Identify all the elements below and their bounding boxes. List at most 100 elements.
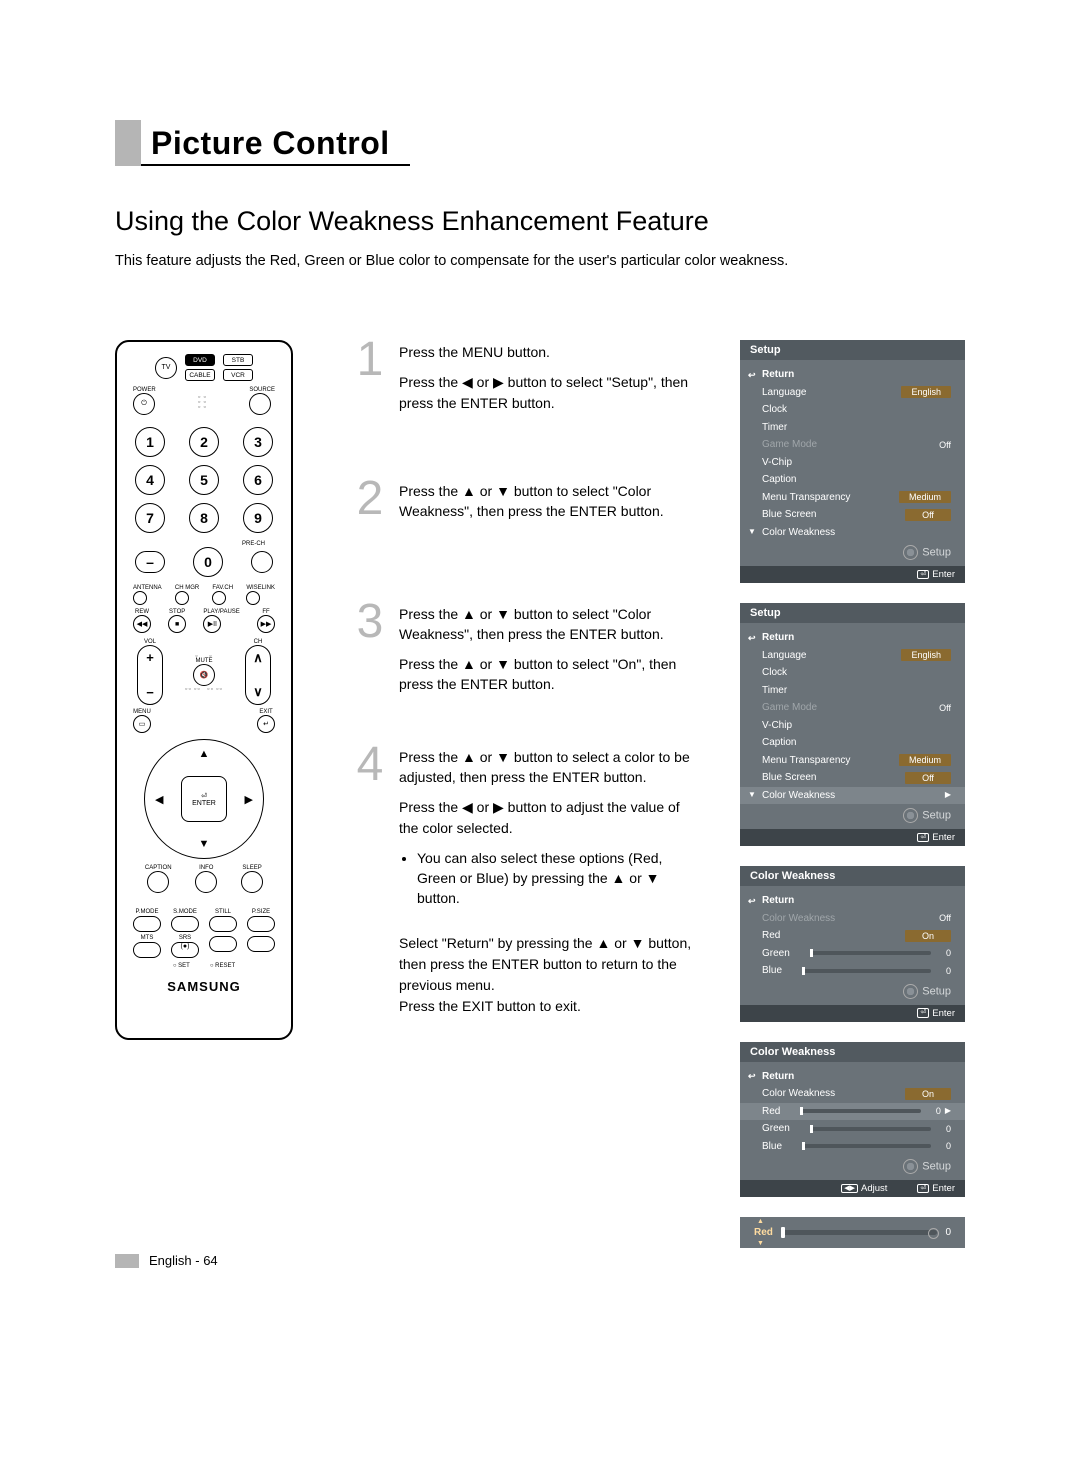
remote-control-diagram: TV DVD STB CABLE VCR POWER [115,340,293,1040]
step-text: Press the ◀ or ▶ button to select "Setup… [399,372,692,413]
remote-play-label: PLAY/PAUSE [203,609,239,615]
osd-item: Timer [740,419,965,437]
remote-stop-button: ■ [168,615,186,633]
osd-item: ▼Color Weakness [740,524,965,542]
osd-item: V-Chip [740,717,965,735]
osd-item: Menu TransparencyMedium [740,752,965,770]
osd-return-row: ↩Return [740,1068,965,1086]
osd-item: Red0▶ [740,1103,965,1121]
osd-item: LanguageEnglish [740,647,965,665]
remote-exit-label: EXIT [257,709,275,715]
remote-wiselink-button [246,591,260,605]
remote-ff-label: FF [257,609,275,615]
remote-source-button [249,393,271,415]
step-number: 2 [353,479,387,520]
remote-sleep-button [241,871,263,893]
step-text: Press the ▲ or ▼ button to select "Color… [399,481,692,522]
step-number: 1 [353,340,387,381]
remote-power-button: ⏻ [133,393,155,415]
remote-smode-label: S.MODE [171,909,199,915]
remote-pmode-button [133,916,161,932]
step-text: Press the MENU button. [399,342,692,362]
remote-smode-button [171,916,199,932]
remote-blank-button-1 [209,936,237,952]
step-text: Press the ◀ or ▶ button to adjust the va… [399,797,692,838]
remote-exit-button: ↵ [257,715,275,733]
intro-text: This feature adjusts the Red, Green or B… [115,251,965,272]
osd-setup-watermark: Setup [740,541,965,566]
osd-setup-watermark: Setup [740,1155,965,1180]
remote-favch-button [212,591,226,605]
remote-still-button [209,916,237,932]
osd-menu: Setup↩ReturnLanguageEnglishClockTimerGam… [740,340,965,583]
remote-num-0: 0 [193,547,223,577]
osd-item: Blue ScreenOff [740,506,965,524]
remote-psize-button [247,916,275,932]
osd-menu: Color Weakness ↩ReturnColor WeaknessOffRe… [740,866,965,1022]
remote-wiselink-label: WISELINK [246,585,275,591]
osd-item: Game ModeOff [740,436,965,454]
remote-num-7: 7 [135,503,165,533]
footer-gray-bar [115,1254,139,1268]
osd-return-row: ↩Return [740,629,965,647]
osd-item: Green0 [740,945,965,963]
remote-ch-rocker: ∧∨ [245,645,271,705]
osd-item: Color WeaknessOn [740,1085,965,1103]
remote-dash-button: – [135,551,165,573]
step-1: 1 Press the MENU button. Press the ◀ or ▶ … [353,340,692,423]
page-number: English - 64 [149,1253,218,1268]
remote-caption-label: CAPTION [145,865,172,871]
osd-return-row: ↩Return [740,892,965,910]
remote-center-dots2: ○○ ○○ ○○ ○○ [185,686,223,691]
osd-item: Game ModeOff [740,699,965,717]
osd-header: Setup [740,603,965,623]
remote-mute-label: MUTE [185,658,223,664]
remote-set-label: ○ SET [173,963,190,969]
remote-src-stb: STB [223,354,253,366]
remote-chmgr-button [175,591,189,605]
step-bullet: You can also select these options (Red, … [417,848,692,909]
remote-antenna-label: ANTENNA [133,585,162,591]
step-number: 4 [353,745,387,786]
remote-num-8: 8 [189,503,219,533]
osd-header: Color Weakness [740,866,965,886]
osd-item: RedOn [740,927,965,945]
remote-stop-label: STOP [168,609,186,615]
step-4: 4Press the ▲ or ▼ button to select a col… [353,745,692,913]
remote-logo: SAMSUNG [127,979,281,994]
closing-instructions: Select "Return" by pressing the ▲ or ▼ b… [399,933,692,1017]
osd-setup-watermark: Setup [740,980,965,1005]
remote-mute-button: 🔇 [193,664,215,686]
remote-rew-label: REW [133,609,151,615]
step-text: Press the ▲ or ▼ button to select "On", … [399,654,692,695]
remote-vol-rocker: +− [137,645,163,705]
osd-item: Color WeaknessOff [740,910,965,928]
remote-still-label: STILL [209,909,237,915]
step-text: Press the ▲ or ▼ button to select "Color… [399,604,692,645]
closing-line: Press the EXIT button to exit. [399,996,692,1017]
remote-antenna-button [133,591,147,605]
osd-footer: ⏎Enter [740,829,965,846]
osd-header: Color Weakness [740,1042,965,1062]
remote-menu-label: MENU [133,709,151,715]
remote-psize-label: P.SIZE [247,909,275,915]
remote-num-9: 9 [243,503,273,533]
page-footer: English - 64 [115,1253,218,1268]
osd-item: Blue0 [740,1138,965,1156]
remote-srs-label: SRS [171,935,199,941]
remote-menu-button: ▭ [133,715,151,733]
osd-item: V-Chip [740,454,965,472]
remote-info-label: INFO [195,865,217,871]
remote-num-3: 3 [243,427,273,457]
remote-ff-button: ▶▶ [257,615,275,633]
chapter-title: Picture Control [151,125,390,161]
osd-item: Caption [740,471,965,489]
osd-item: Clock [740,664,965,682]
osd-footer: ⏎Enter [740,1005,965,1022]
remote-ir-dots: ○ ○○ ○○ ○ [198,394,207,409]
step-2: 2 Press the ▲ or ▼ button to select "Colo… [353,479,692,532]
osd-item: Menu TransparencyMedium [740,489,965,507]
osd-item: Caption [740,734,965,752]
remote-src-dvd: DVD [185,354,215,366]
remote-info-button [195,871,217,893]
